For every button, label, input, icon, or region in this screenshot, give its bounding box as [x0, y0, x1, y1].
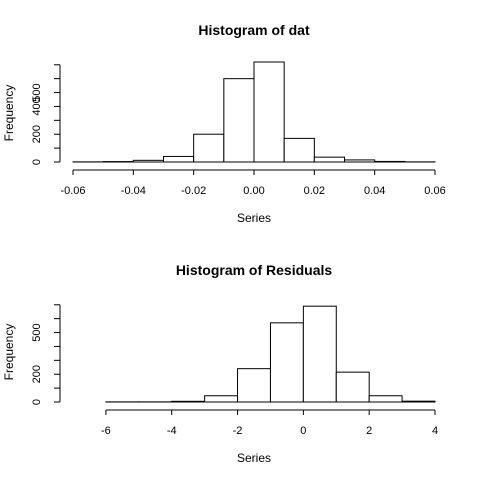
- histogram-bar: [313, 156, 345, 163]
- y-tick-label: 400: [31, 97, 43, 115]
- y-tick-label: 500: [31, 83, 43, 101]
- histogram-bar: [132, 159, 165, 163]
- x-tick-label: 0.06: [424, 185, 445, 197]
- chart1-bars: [72, 61, 436, 163]
- histogram-bar: [163, 155, 195, 163]
- x-tick-label: 2: [366, 425, 372, 437]
- x-tick-label: 4: [432, 425, 438, 437]
- x-tick-label: -4: [167, 425, 177, 437]
- x-tick-label: 0.02: [304, 185, 325, 197]
- x-tick-label: -2: [233, 425, 243, 437]
- x-tick-label: -0.02: [181, 185, 206, 197]
- histogram-residuals: Histogram of Residuals -6 -4 -2 0 2 4 0 200 500…: [2, 262, 438, 465]
- chart1-y-label: Frequency: [2, 85, 16, 142]
- histogram-bar: [237, 368, 271, 403]
- x-tick-label: 0.00: [243, 185, 264, 197]
- histogram-bar: [368, 395, 403, 403]
- x-tick-label: -6: [101, 425, 111, 437]
- chart1-x-label: Series: [237, 211, 271, 225]
- histogram-bar: [283, 137, 315, 163]
- histogram-dat: Histogram of dat -0.06 -0.04 -0.02 0.00 0.02…: [2, 22, 446, 225]
- y-tick-label: 200: [31, 365, 43, 383]
- histogram-bar: [171, 400, 206, 403]
- chart2-x-axis: -6 -4 -2 0 2 4: [101, 409, 438, 437]
- y-tick-label: 200: [31, 125, 43, 143]
- histogram-bar: [302, 305, 337, 403]
- histogram-bar: [335, 371, 370, 403]
- x-tick-label: 0: [300, 425, 306, 437]
- histogram-bar: [344, 159, 376, 163]
- y-tick-label: 0: [31, 399, 43, 405]
- histogram-bar: [374, 160, 406, 163]
- histogram-bar: [223, 78, 255, 163]
- chart2-y-label: Frequency: [2, 324, 16, 381]
- y-tick-label: 500: [31, 323, 43, 341]
- chart1-x-axis: -0.06 -0.04 -0.02 0.00 0.02 0.04 0.06: [60, 169, 446, 197]
- y-tick-label: 0: [31, 159, 43, 165]
- chart2-bars: [105, 305, 436, 403]
- chart2-x-label: Series: [237, 451, 271, 465]
- chart2-y-axis: 0 200 500: [31, 304, 61, 405]
- x-tick-label: -0.06: [60, 185, 85, 197]
- histogram-bar: [204, 395, 239, 403]
- histogram-bar: [253, 61, 285, 163]
- histogram-bar: [269, 322, 304, 403]
- chart1-title: Histogram of dat: [198, 22, 310, 38]
- x-tick-label: -0.04: [121, 185, 146, 197]
- x-tick-label: 0.04: [364, 185, 385, 197]
- chart2-title: Histogram of Residuals: [176, 262, 333, 278]
- histogram-bar: [401, 400, 436, 403]
- histogram-bar: [193, 133, 225, 163]
